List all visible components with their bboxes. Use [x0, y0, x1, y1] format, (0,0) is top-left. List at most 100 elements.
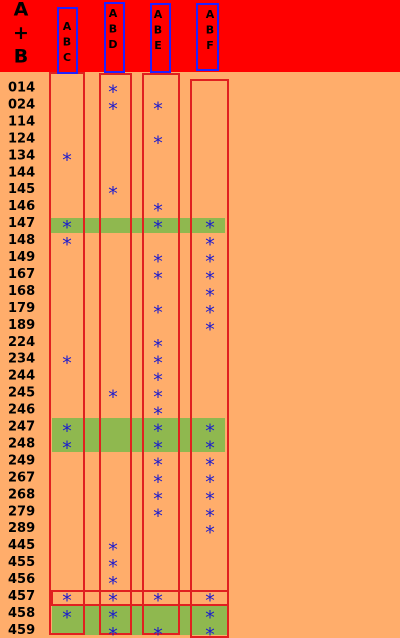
asterisk: * — [205, 421, 215, 443]
asterisk: * — [108, 539, 118, 561]
asterisk: * — [108, 82, 118, 104]
column-header-letter: A — [154, 8, 163, 21]
row-label: 234 — [8, 352, 35, 367]
asterisk: * — [62, 590, 72, 612]
row-label: 445 — [8, 538, 35, 553]
asterisk: * — [205, 217, 215, 239]
row-label: 168 — [8, 284, 35, 299]
asterisk: * — [205, 607, 215, 629]
row-label: 244 — [8, 369, 35, 384]
row-label: 147 — [8, 216, 35, 231]
column-header-letter: A — [206, 8, 215, 21]
asterisk: * — [62, 217, 72, 239]
column-frame — [142, 73, 180, 635]
asterisk: * — [205, 437, 215, 459]
row-label: 245 — [8, 386, 35, 401]
asterisk: * — [153, 251, 163, 273]
asterisk: * — [153, 437, 163, 459]
row-label: 455 — [8, 555, 35, 570]
column-header-letter: D — [108, 38, 117, 51]
row-label: 189 — [8, 318, 35, 333]
asterisk: * — [153, 217, 163, 239]
asterisk: * — [205, 505, 215, 527]
asterisk: * — [205, 471, 215, 493]
row-label: 014 — [8, 81, 35, 96]
row-label: 247 — [8, 420, 35, 435]
asterisk: * — [153, 336, 163, 358]
column-frame — [99, 73, 132, 635]
asterisk: * — [153, 624, 163, 638]
column-header-letter: A — [109, 7, 118, 20]
row-label: 289 — [8, 521, 35, 536]
asterisk: * — [153, 370, 163, 392]
row-highlight — [50, 218, 225, 233]
row-label: 246 — [8, 403, 35, 418]
row-label: 458 — [8, 606, 35, 621]
asterisk: * — [205, 319, 215, 341]
column-header-letter: F — [206, 39, 214, 52]
asterisk: * — [62, 421, 72, 443]
asterisk: * — [62, 607, 72, 629]
asterisk: * — [153, 387, 163, 409]
row-label: 114 — [8, 114, 35, 129]
row-label: 167 — [8, 267, 35, 282]
row-label: 268 — [8, 487, 35, 502]
row-highlight — [52, 418, 225, 452]
row-label: 279 — [8, 504, 35, 519]
asterisk: * — [108, 607, 118, 629]
asterisk: * — [108, 98, 118, 120]
column-header-letter: B — [109, 23, 117, 36]
header-title-letter: B — [14, 46, 28, 68]
asterisk: * — [153, 505, 163, 527]
asterisk: * — [62, 149, 72, 171]
row-label: 248 — [8, 436, 35, 451]
row-label: 457 — [8, 589, 35, 604]
row-label: 146 — [8, 199, 35, 214]
asterisk: * — [205, 454, 215, 476]
header-band — [0, 0, 400, 72]
asterisk: * — [205, 268, 215, 290]
asterisk: * — [108, 590, 118, 612]
column-header-letter: C — [63, 51, 71, 64]
asterisk: * — [153, 353, 163, 375]
asterisk: * — [205, 624, 215, 638]
row-label: 149 — [8, 250, 35, 265]
asterisk: * — [153, 98, 163, 120]
asterisk: * — [205, 522, 215, 544]
header-frame — [150, 3, 171, 73]
asterisk: * — [62, 353, 72, 375]
asterisk: * — [108, 183, 118, 205]
asterisk: * — [205, 285, 215, 307]
asterisk: * — [153, 404, 163, 426]
asterisk: * — [205, 302, 215, 324]
asterisk: * — [108, 573, 118, 595]
row-label: 224 — [8, 335, 35, 350]
row-label: 145 — [8, 182, 35, 197]
column-header-letter: B — [206, 24, 214, 37]
column-header-letter: B — [63, 36, 71, 49]
asterisk: * — [205, 251, 215, 273]
row-label: 024 — [8, 97, 35, 112]
header-title-letter: A — [14, 0, 29, 21]
asterisk: * — [108, 387, 118, 409]
row-label: 459 — [8, 623, 35, 638]
row-label: 267 — [8, 470, 35, 485]
row-frame — [51, 590, 229, 606]
row-label: 148 — [8, 233, 35, 248]
header-frames — [57, 2, 219, 74]
asterisk: * — [153, 200, 163, 222]
asterisk: * — [153, 302, 163, 324]
row-label: 134 — [8, 148, 35, 163]
header-title-letter: + — [13, 22, 29, 44]
asterisk: * — [153, 488, 163, 510]
asterisk: * — [62, 437, 72, 459]
header-frame — [104, 2, 125, 73]
row-label: 124 — [8, 131, 35, 146]
asterisk: * — [153, 471, 163, 493]
asterisk: * — [205, 488, 215, 510]
header-frame — [196, 3, 219, 71]
row-label: 456 — [8, 572, 35, 587]
